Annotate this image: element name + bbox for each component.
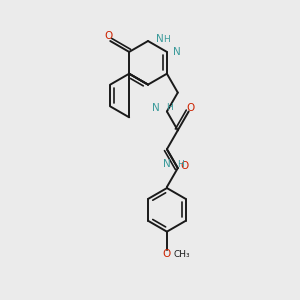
Text: O: O (187, 103, 195, 112)
Text: N: N (152, 103, 160, 112)
Text: O: O (104, 31, 112, 41)
Text: H: H (163, 34, 169, 43)
Text: N: N (173, 47, 181, 57)
Text: N: N (156, 34, 164, 44)
Text: CH₃: CH₃ (174, 250, 190, 259)
Text: O: O (181, 161, 189, 171)
Text: H: H (177, 160, 184, 169)
Text: O: O (163, 249, 171, 259)
Text: H: H (166, 103, 173, 112)
Text: N: N (163, 159, 171, 169)
